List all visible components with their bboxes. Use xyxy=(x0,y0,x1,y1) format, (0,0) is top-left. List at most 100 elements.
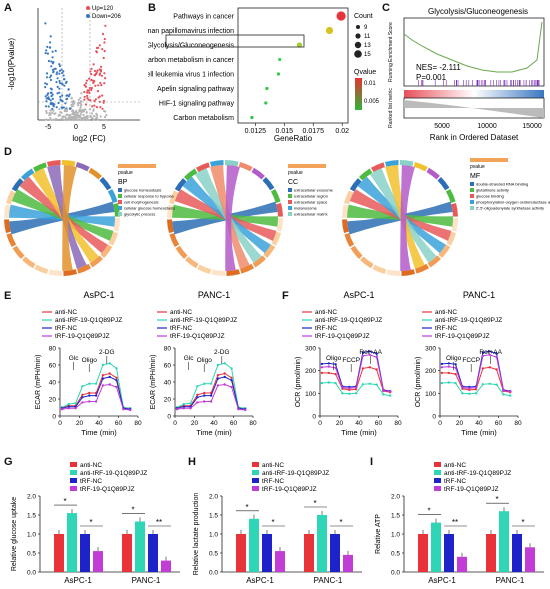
legend-swatch xyxy=(118,200,122,204)
injection-label: 2-DG xyxy=(214,349,230,356)
curve-point xyxy=(375,355,378,359)
curve-point xyxy=(74,402,77,405)
bar xyxy=(161,560,171,572)
chord-arc xyxy=(252,255,267,268)
curve-point xyxy=(115,376,118,379)
legend-term: phosphorylation-oxygen oxidoreductase ac… xyxy=(476,200,550,205)
volcano-point xyxy=(54,49,57,53)
volcano-point xyxy=(86,91,89,94)
legend-term: glucose binding xyxy=(476,194,504,199)
volcano-point xyxy=(82,113,85,117)
legend-up-dot xyxy=(86,6,90,10)
curve-point xyxy=(488,382,491,385)
volcano-point xyxy=(70,96,73,99)
highlight-box xyxy=(165,34,305,48)
chord-arc xyxy=(75,161,90,172)
volcano-point xyxy=(98,100,101,103)
kegg-dot-plot: Pathways in cancer Human papillomavirus i… xyxy=(148,7,380,143)
volcano-point xyxy=(58,108,61,111)
panel-label-e: E xyxy=(4,290,12,302)
volcano-point xyxy=(57,101,60,105)
volcano-point xyxy=(89,99,92,102)
legend-swatch xyxy=(434,470,441,475)
volcano-point xyxy=(96,69,99,72)
volcano-point xyxy=(104,24,107,27)
chord-arc xyxy=(451,218,458,232)
plot-title: PANC-1 xyxy=(198,290,230,300)
curve-point xyxy=(481,383,485,386)
curve-point xyxy=(440,362,444,366)
volcano-point xyxy=(46,52,50,55)
chord-arc xyxy=(33,162,47,173)
chord-arc xyxy=(175,245,188,260)
chord-ribbon xyxy=(400,165,415,271)
panel-label-c: C xyxy=(382,2,390,14)
chord-arc xyxy=(384,160,399,167)
volcano-point xyxy=(46,93,49,96)
volcano-point xyxy=(95,112,98,115)
volcano-point xyxy=(60,68,63,71)
curve-point xyxy=(334,366,337,370)
chord-arc xyxy=(225,160,239,167)
legend-swatch xyxy=(70,478,77,483)
legend-swatch xyxy=(252,478,259,483)
y-tick: 100 xyxy=(305,391,316,398)
legend-item: anti-tRF-19-Q1Q89PJZ xyxy=(170,317,237,324)
category-label: AsPC-1 xyxy=(64,576,92,585)
volcano-point xyxy=(76,102,79,105)
volcano-point xyxy=(66,113,69,116)
volcano-point xyxy=(58,69,62,72)
volcano-point xyxy=(49,41,52,44)
volcano-point xyxy=(90,86,93,90)
legend-term: glucose homeostasis xyxy=(124,188,161,193)
volcano-point xyxy=(79,96,82,100)
legend-item: anti-NC xyxy=(55,309,77,316)
volcano-point xyxy=(87,98,90,101)
curve-point xyxy=(196,393,199,396)
volcano-point xyxy=(45,109,48,113)
curve-point xyxy=(196,396,199,399)
chord-arc xyxy=(400,160,414,167)
curve-point xyxy=(230,379,233,382)
volcano-point xyxy=(56,85,59,88)
curve-point xyxy=(368,382,371,385)
y-tick: 40 xyxy=(164,380,172,387)
volcano-point xyxy=(80,92,83,95)
significance: * xyxy=(271,518,274,527)
svg-text:15000: 15000 xyxy=(522,123,542,130)
x-tick: 40 xyxy=(355,420,363,427)
curve-point xyxy=(320,362,324,366)
volcano-point xyxy=(101,107,104,110)
volcano-point xyxy=(52,105,55,108)
chord-arc xyxy=(100,244,113,258)
volcano-point xyxy=(51,56,54,59)
volcano-point xyxy=(89,114,92,117)
legend-swatch xyxy=(70,486,77,491)
volcano-point xyxy=(98,73,101,76)
x-tick: 0 xyxy=(438,420,442,427)
chord-arc xyxy=(446,231,457,246)
volcano-point xyxy=(88,108,91,111)
volcano-point xyxy=(50,102,53,105)
volcano-point xyxy=(44,22,47,25)
chord-arc xyxy=(413,161,428,172)
bar xyxy=(330,534,340,572)
chord-arc xyxy=(22,256,36,269)
chord-arc xyxy=(167,204,174,218)
pathway-label: Carbon metabolism xyxy=(173,115,234,122)
volcano-point xyxy=(44,82,47,85)
y-tick: 1.5 xyxy=(209,513,218,520)
curve-point xyxy=(509,390,512,393)
curve-point xyxy=(375,352,378,355)
volcano-point xyxy=(50,74,53,77)
legend-term: cellular glucose homeostasis xyxy=(124,206,175,211)
volcano-point xyxy=(55,106,58,109)
curve-point xyxy=(67,407,71,410)
curve-point xyxy=(122,408,125,411)
curve-point xyxy=(88,391,91,395)
volcano-point xyxy=(63,115,67,118)
volcano-point xyxy=(95,71,98,74)
significance: * xyxy=(63,497,66,506)
legend-swatch xyxy=(470,188,474,192)
volcano-point xyxy=(73,113,76,116)
